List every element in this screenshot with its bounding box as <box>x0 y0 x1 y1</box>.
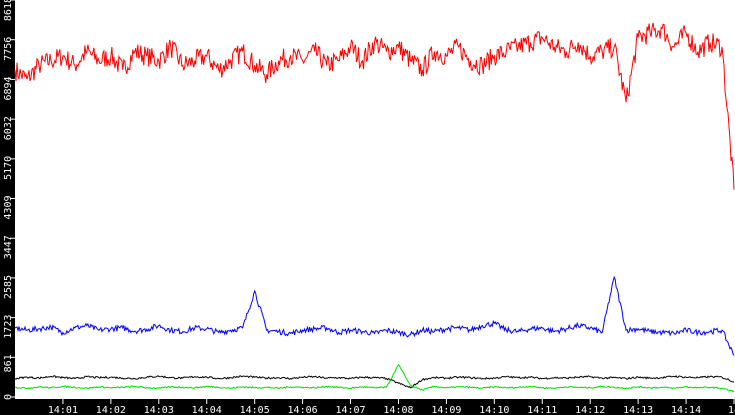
series-line-1 <box>14 275 735 356</box>
y-tick-label: 3447 <box>3 235 14 259</box>
x-tick-label: 14:14 <box>671 405 701 415</box>
x-tick-label: 14:11 <box>527 405 557 415</box>
x-tick-label: 14:05 <box>240 405 270 415</box>
y-axis-band <box>0 0 15 415</box>
series-line-3 <box>14 363 735 393</box>
y-tick-label: 6894 <box>3 76 14 100</box>
x-tick-label: 14:04 <box>192 405 222 415</box>
x-tick-label: 14:03 <box>144 405 174 415</box>
x-tick-label: 14:06 <box>288 405 318 415</box>
x-axis-band <box>0 399 735 415</box>
y-tick-label: 6032 <box>3 116 14 140</box>
y-tick-label: 2585 <box>3 275 14 299</box>
x-tick-label: 14:10 <box>479 405 509 415</box>
x-tick-label: 14:12 <box>575 405 605 415</box>
y-tick-label: 7756 <box>3 37 14 61</box>
y-tick-label: 8618 <box>3 0 14 21</box>
y-tick-label: 0 <box>3 394 14 400</box>
x-tick-label: 14:13 <box>623 405 653 415</box>
series-line-2 <box>14 375 735 389</box>
y-tick-label: 861 <box>3 354 14 372</box>
y-tick-label: 5170 <box>3 156 14 180</box>
x-tick-label: 14:09 <box>431 405 461 415</box>
series-line-0 <box>14 22 735 190</box>
y-tick-label: 4309 <box>3 196 14 220</box>
x-tick-label: 14:02 <box>96 405 126 415</box>
x-tick-label: 14:01 <box>48 405 78 415</box>
y-tick-label: 1723 <box>3 315 14 339</box>
x-tick-label: 14:08 <box>383 405 413 415</box>
x-tick-label: 14:07 <box>335 405 365 415</box>
x-tick-label: 14 <box>728 405 735 415</box>
